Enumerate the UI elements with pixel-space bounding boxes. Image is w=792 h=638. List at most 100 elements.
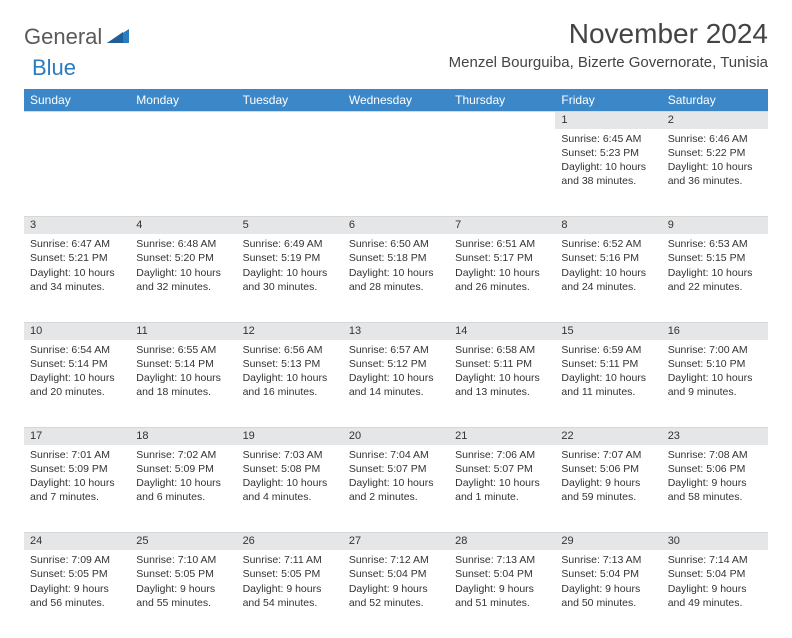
day-content-cell: Sunrise: 6:50 AMSunset: 5:18 PMDaylight:…: [343, 234, 449, 322]
day-number-cell: [237, 112, 343, 129]
day-number-cell: 13: [343, 322, 449, 339]
day-number-cell: 16: [662, 322, 768, 339]
weekday-header: Friday: [555, 89, 661, 112]
daylight-text-2: and 49 minutes.: [668, 596, 762, 610]
daylight-text: Daylight: 9 hours: [455, 582, 549, 596]
day-number-cell: 27: [343, 533, 449, 550]
sunrise-text: Sunrise: 7:13 AM: [561, 553, 655, 567]
day-number-cell: 10: [24, 322, 130, 339]
sunset-text: Sunset: 5:19 PM: [243, 251, 337, 265]
day-number-row: 17181920212223: [24, 428, 768, 445]
daylight-text: Daylight: 9 hours: [136, 582, 230, 596]
daylight-text: Daylight: 9 hours: [561, 476, 655, 490]
daylight-text-2: and 36 minutes.: [668, 174, 762, 188]
day-number-cell: 11: [130, 322, 236, 339]
sunset-text: Sunset: 5:22 PM: [668, 146, 762, 160]
sunrise-text: Sunrise: 6:45 AM: [561, 132, 655, 146]
sunrise-text: Sunrise: 7:12 AM: [349, 553, 443, 567]
day-content-cell: Sunrise: 6:57 AMSunset: 5:12 PMDaylight:…: [343, 340, 449, 428]
day-number-cell: 5: [237, 217, 343, 234]
day-content-cell: Sunrise: 6:58 AMSunset: 5:11 PMDaylight:…: [449, 340, 555, 428]
sunrise-text: Sunrise: 7:14 AM: [668, 553, 762, 567]
daylight-text-2: and 51 minutes.: [455, 596, 549, 610]
daylight-text: Daylight: 10 hours: [349, 371, 443, 385]
daylight-text: Daylight: 9 hours: [561, 582, 655, 596]
day-content-cell: Sunrise: 7:11 AMSunset: 5:05 PMDaylight:…: [237, 550, 343, 638]
day-number-cell: 20: [343, 428, 449, 445]
daylight-text-2: and 34 minutes.: [30, 280, 124, 294]
day-content-cell: [24, 129, 130, 217]
sunset-text: Sunset: 5:20 PM: [136, 251, 230, 265]
daylight-text: Daylight: 10 hours: [349, 266, 443, 280]
day-content-row: Sunrise: 7:09 AM Sunset: 5:05 PM Daylight:…: [24, 550, 768, 638]
sunrise-text: Sunrise: 7:10 AM: [136, 553, 230, 567]
sunset-text: Sunset: 5:09 PM: [136, 462, 230, 476]
day-content-cell: Sunrise: 6:47 AMSunset: 5:21 PMDaylight:…: [24, 234, 130, 322]
sunrise-text: Sunrise: 6:58 AM: [455, 343, 549, 357]
sunrise-text: Sunrise: 6:56 AM: [243, 343, 337, 357]
sunset-text: Sunset: 5:05 PM: [243, 567, 337, 581]
day-number-cell: 12: [237, 322, 343, 339]
sunset-text: Sunset: 5:17 PM: [455, 251, 549, 265]
daylight-text: Daylight: 10 hours: [136, 371, 230, 385]
day-number-cell: 24: [24, 533, 130, 550]
sunset-text: Sunset: 5:14 PM: [136, 357, 230, 371]
day-number-row: 12: [24, 112, 768, 129]
sunrise-text: Sunrise: 7:06 AM: [455, 448, 549, 462]
sunrise-text: Sunrise: 6:50 AM: [349, 237, 443, 251]
brand-logo: General: [24, 24, 131, 50]
day-content-cell: Sunrise: 6:46 AMSunset: 5:22 PMDaylight:…: [662, 129, 768, 217]
day-content-cell: Sunrise: 7:07 AMSunset: 5:06 PMDaylight:…: [555, 445, 661, 533]
daylight-text-2: and 13 minutes.: [455, 385, 549, 399]
day-content-cell: Sunrise: 6:45 AMSunset: 5:23 PMDaylight:…: [555, 129, 661, 217]
day-content-cell: Sunrise: 7:06 AMSunset: 5:07 PMDaylight:…: [449, 445, 555, 533]
sunrise-text: Sunrise: 7:00 AM: [668, 343, 762, 357]
daylight-text-2: and 4 minutes.: [243, 490, 337, 504]
day-content-cell: Sunrise: 6:55 AMSunset: 5:14 PMDaylight:…: [130, 340, 236, 428]
day-number-cell: [24, 112, 130, 129]
sunrise-text: Sunrise: 6:59 AM: [561, 343, 655, 357]
day-number-cell: 14: [449, 322, 555, 339]
day-content-row: Sunrise: 6:54 AMSunset: 5:14 PMDaylight:…: [24, 340, 768, 428]
sunset-text: Sunset: 5:04 PM: [668, 567, 762, 581]
daylight-text-2: and 14 minutes.: [349, 385, 443, 399]
sunset-text: Sunset: 5:06 PM: [668, 462, 762, 476]
day-content-cell: [343, 129, 449, 217]
daylight-text-2: and 32 minutes.: [136, 280, 230, 294]
title-block: November 2024 Menzel Bourguiba, Bizerte …: [449, 18, 768, 71]
day-content-cell: Sunrise: 6:51 AMSunset: 5:17 PMDaylight:…: [449, 234, 555, 322]
sunrise-text: Sunrise: 6:48 AM: [136, 237, 230, 251]
day-content-cell: [449, 129, 555, 217]
day-content-cell: Sunrise: 6:56 AMSunset: 5:13 PMDaylight:…: [237, 340, 343, 428]
day-number-cell: 8: [555, 217, 661, 234]
daylight-text: Daylight: 10 hours: [243, 266, 337, 280]
day-number-cell: 9: [662, 217, 768, 234]
weekday-header-row: Sunday Monday Tuesday Wednesday Thursday…: [24, 89, 768, 112]
day-content-cell: Sunrise: 6:53 AMSunset: 5:15 PMDaylight:…: [662, 234, 768, 322]
sunset-text: Sunset: 5:08 PM: [243, 462, 337, 476]
weekday-header: Tuesday: [237, 89, 343, 112]
sunrise-text: Sunrise: 7:04 AM: [349, 448, 443, 462]
daylight-text-2: and 1 minute.: [455, 490, 549, 504]
daylight-text: Daylight: 9 hours: [668, 476, 762, 490]
daylight-text: Daylight: 10 hours: [243, 371, 337, 385]
sunset-text: Sunset: 5:11 PM: [561, 357, 655, 371]
day-content-cell: Sunrise: 7:00 AMSunset: 5:10 PMDaylight:…: [662, 340, 768, 428]
brand-text-general: General: [24, 24, 102, 50]
day-number-cell: 6: [343, 217, 449, 234]
daylight-text: Daylight: 10 hours: [668, 371, 762, 385]
sunset-text: Sunset: 5:18 PM: [349, 251, 443, 265]
sunrise-text: Sunrise: 7:09 AM: [30, 553, 124, 567]
day-content-cell: [130, 129, 236, 217]
day-content-cell: Sunrise: 6:52 AMSunset: 5:16 PMDaylight:…: [555, 234, 661, 322]
daylight-text-2: and 54 minutes.: [243, 596, 337, 610]
sunset-text: Sunset: 5:23 PM: [561, 146, 655, 160]
sunrise-text: Sunrise: 6:51 AM: [455, 237, 549, 251]
day-number-cell: [449, 112, 555, 129]
day-number-row: 24252627282930: [24, 533, 768, 550]
daylight-text: Daylight: 10 hours: [243, 476, 337, 490]
sunrise-text: Sunrise: 6:46 AM: [668, 132, 762, 146]
daylight-text-2: and 50 minutes.: [561, 596, 655, 610]
daylight-text-2: and 7 minutes.: [30, 490, 124, 504]
day-number-cell: 19: [237, 428, 343, 445]
